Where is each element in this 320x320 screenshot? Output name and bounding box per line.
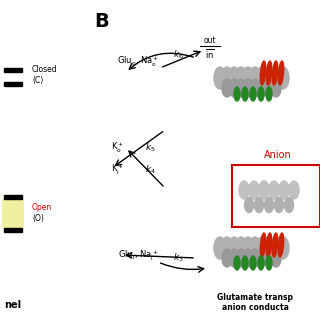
Ellipse shape <box>236 79 246 97</box>
Ellipse shape <box>256 237 268 259</box>
Text: $k_3$: $k_3$ <box>173 252 183 264</box>
Ellipse shape <box>222 249 232 267</box>
Ellipse shape <box>257 249 267 267</box>
Ellipse shape <box>264 79 274 97</box>
Ellipse shape <box>284 197 293 212</box>
Text: nel: nel <box>4 300 21 310</box>
Ellipse shape <box>270 237 282 259</box>
Text: B: B <box>95 12 109 31</box>
Ellipse shape <box>258 256 264 270</box>
Ellipse shape <box>257 79 267 97</box>
Ellipse shape <box>272 61 278 85</box>
Ellipse shape <box>243 249 253 267</box>
Bar <box>4 82 22 86</box>
Ellipse shape <box>277 67 289 89</box>
Ellipse shape <box>275 197 284 212</box>
Bar <box>2 199 24 228</box>
Ellipse shape <box>270 67 282 89</box>
Ellipse shape <box>264 249 274 267</box>
Ellipse shape <box>242 67 254 89</box>
Ellipse shape <box>214 67 226 89</box>
Ellipse shape <box>263 237 275 259</box>
Ellipse shape <box>214 237 226 259</box>
Ellipse shape <box>266 87 272 101</box>
Ellipse shape <box>250 79 260 97</box>
Text: $\mathregular{Glu_o}$, $\mathregular{Na^+_o}$: $\mathregular{Glu_o}$, $\mathregular{Na^… <box>117 55 159 69</box>
Ellipse shape <box>250 87 256 101</box>
Text: $\mathregular{K^+_o}$: $\mathregular{K^+_o}$ <box>111 141 124 155</box>
Ellipse shape <box>256 67 268 89</box>
Ellipse shape <box>254 197 263 212</box>
Ellipse shape <box>265 197 274 212</box>
Ellipse shape <box>221 237 233 259</box>
Text: (O): (O) <box>32 213 44 222</box>
Ellipse shape <box>242 256 248 270</box>
Ellipse shape <box>289 181 299 199</box>
Ellipse shape <box>249 181 259 199</box>
Ellipse shape <box>266 233 272 257</box>
Ellipse shape <box>250 256 256 270</box>
Text: $k_5$: $k_5$ <box>145 142 155 154</box>
Ellipse shape <box>235 67 247 89</box>
Text: Closed
(C): Closed (C) <box>32 65 58 85</box>
Text: anion conducta: anion conducta <box>221 303 288 313</box>
Ellipse shape <box>228 237 240 259</box>
Ellipse shape <box>239 181 249 199</box>
Ellipse shape <box>249 237 261 259</box>
Ellipse shape <box>271 249 281 267</box>
Ellipse shape <box>222 79 232 97</box>
Ellipse shape <box>269 181 279 199</box>
Text: Glutamate transp: Glutamate transp <box>217 293 293 302</box>
Ellipse shape <box>259 181 269 199</box>
Ellipse shape <box>263 67 275 89</box>
Ellipse shape <box>258 87 264 101</box>
Text: Anion: Anion <box>264 150 292 160</box>
Ellipse shape <box>250 249 260 267</box>
Ellipse shape <box>266 256 272 270</box>
Ellipse shape <box>234 87 240 101</box>
Text: $k_6$: $k_6$ <box>172 49 183 61</box>
Bar <box>4 68 22 72</box>
Ellipse shape <box>236 249 246 267</box>
Ellipse shape <box>249 67 261 89</box>
Ellipse shape <box>228 67 240 89</box>
Ellipse shape <box>229 249 239 267</box>
Text: $\overline{\mathrm{in}}$: $\overline{\mathrm{in}}$ <box>205 47 215 61</box>
Text: out: out <box>204 36 216 44</box>
Ellipse shape <box>235 237 247 259</box>
Text: Open: Open <box>32 203 52 212</box>
Bar <box>4 228 22 232</box>
Ellipse shape <box>278 233 284 257</box>
Text: $\mathregular{Glu_i}$, $\mathregular{Na^+_i}$: $\mathregular{Glu_i}$, $\mathregular{Na^… <box>118 249 158 263</box>
Ellipse shape <box>278 61 284 85</box>
Text: $k_4$: $k_4$ <box>145 164 156 176</box>
Ellipse shape <box>243 79 253 97</box>
Ellipse shape <box>266 61 272 85</box>
Ellipse shape <box>242 87 248 101</box>
Bar <box>232 165 320 227</box>
Ellipse shape <box>234 256 240 270</box>
Ellipse shape <box>229 79 239 97</box>
Ellipse shape <box>242 237 254 259</box>
Bar <box>4 195 22 199</box>
Ellipse shape <box>271 79 281 97</box>
Text: $\mathregular{K^+_i}$: $\mathregular{K^+_i}$ <box>111 163 124 177</box>
Ellipse shape <box>221 67 233 89</box>
Ellipse shape <box>277 237 289 259</box>
Ellipse shape <box>244 197 253 212</box>
Ellipse shape <box>260 61 266 85</box>
Ellipse shape <box>272 233 278 257</box>
Ellipse shape <box>260 233 266 257</box>
Ellipse shape <box>279 181 289 199</box>
